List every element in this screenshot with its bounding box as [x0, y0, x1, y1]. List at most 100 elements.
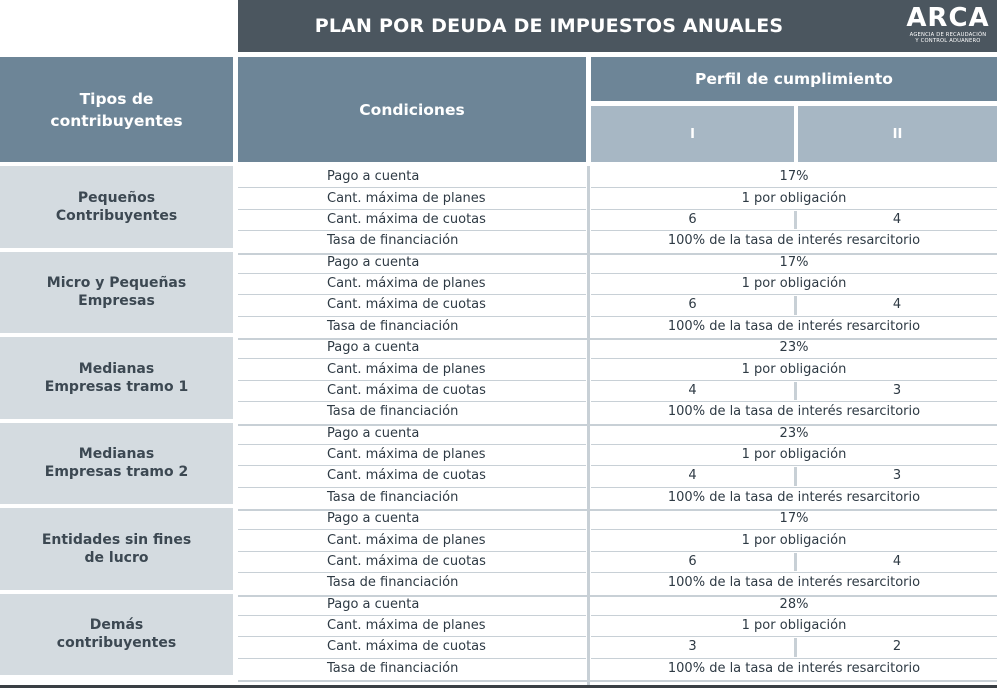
row-divider [591, 550, 997, 552]
header-perfil-I: I [591, 106, 794, 162]
row-divider [238, 550, 586, 552]
condition-label: Pago a cuenta [327, 169, 420, 185]
row-divider [591, 379, 997, 381]
cuotas-perfil-I: 6 [688, 553, 697, 569]
cuotas-perfil-II: 3 [892, 382, 902, 398]
arca-logo: ARCA AGENCIA DE RECAUDACIÓN Y CONTROL AD… [900, 4, 996, 48]
value-tasa: 100% de la tasa de interés resarcitorio [667, 404, 921, 420]
group-label: Medianas Empresas tramo 1 [0, 337, 233, 419]
cuotas-perfil-II: 4 [892, 297, 902, 313]
header-tipos-label: Tipos de contribuyentes [50, 89, 183, 130]
row-divider [591, 486, 997, 488]
value-planes: 1 por obligación [741, 276, 847, 292]
value-pago: 17% [779, 254, 809, 270]
row-divider [591, 230, 997, 232]
cuotas-perfil-II: 3 [892, 468, 902, 484]
condition-label: Pago a cuenta [327, 425, 420, 441]
header-condiciones: Condiciones [238, 57, 586, 162]
condition-label: Cant. máxima de cuotas [327, 382, 486, 398]
row-divider [591, 614, 997, 616]
value-pago: 23% [779, 425, 809, 441]
value-tasa: 100% de la tasa de interés resarcitorio [667, 489, 921, 505]
value-pago: 28% [779, 596, 809, 612]
group-label: Pequeños Contribuyentes [0, 166, 233, 248]
condition-label: Cant. máxima de planes [327, 276, 486, 292]
value-planes: 1 por obligación [741, 532, 847, 548]
header-perfil-cumplimiento: Perfil de cumplimiento [591, 57, 997, 101]
value-pago: 23% [779, 340, 809, 356]
row-divider [591, 187, 997, 189]
group-label: Medianas Empresas tramo 2 [0, 422, 233, 504]
group-label: Micro y Pequeñas Empresas [0, 251, 233, 333]
cuotas-perfil-I: 4 [688, 468, 697, 484]
column-divider [794, 381, 797, 401]
column-divider [794, 210, 797, 230]
cuotas-perfil-II: 4 [892, 553, 902, 569]
condition-label: Tasa de financiación [327, 318, 459, 334]
cuotas-perfil-II: 4 [892, 211, 902, 227]
header-tipos-contribuyentes: Tipos de contribuyentes [0, 57, 233, 162]
column-divider [794, 638, 797, 657]
row-divider [238, 187, 586, 189]
row-divider [238, 465, 586, 467]
condition-label: Cant. máxima de planes [327, 190, 486, 206]
condition-label: Tasa de financiación [327, 404, 459, 420]
group-label: Entidades sin fines de lucro [0, 508, 233, 590]
condition-label: Pago a cuenta [327, 596, 420, 612]
row-divider [238, 529, 586, 531]
row-divider [591, 294, 997, 296]
logo-subtitle-line1: AGENCIA DE RECAUDACIÓN [909, 32, 987, 38]
value-planes: 1 por obligación [741, 190, 847, 206]
row-divider [238, 379, 586, 381]
value-planes: 1 por obligación [741, 447, 847, 463]
condition-label: Cant. máxima de cuotas [327, 553, 486, 569]
condition-label: Tasa de financiación [327, 233, 459, 249]
row-divider [238, 486, 586, 488]
cuotas-perfil-I: 3 [688, 639, 697, 655]
bottom-rule [0, 685, 997, 688]
row-divider [591, 272, 997, 274]
row-divider [238, 572, 586, 574]
row-divider [238, 315, 586, 317]
condition-label: Tasa de financiación [327, 489, 459, 505]
row-divider [238, 443, 586, 445]
row-divider [591, 358, 997, 360]
cuotas-perfil-I: 4 [688, 382, 697, 398]
condition-label: Tasa de financiación [327, 660, 459, 676]
row-divider [591, 315, 997, 317]
value-tasa: 100% de la tasa de interés resarcitorio [667, 233, 921, 249]
row-divider [238, 272, 586, 274]
row-divider [591, 657, 997, 659]
value-tasa: 100% de la tasa de interés resarcitorio [667, 575, 921, 591]
condition-label: Cant. máxima de planes [327, 447, 486, 463]
row-divider [238, 636, 586, 638]
condition-label: Tasa de financiación [327, 575, 459, 591]
condition-label: Cant. máxima de cuotas [327, 468, 486, 484]
value-pago: 17% [779, 511, 809, 527]
column-divider [794, 552, 797, 572]
condition-label: Cant. máxima de planes [327, 532, 486, 548]
row-divider [238, 401, 586, 403]
condition-label: Cant. máxima de planes [327, 361, 486, 377]
cuotas-perfil-I: 6 [688, 211, 697, 227]
group-divider [238, 338, 997, 341]
cuotas-perfil-II: 2 [892, 639, 902, 655]
group-divider [238, 423, 997, 426]
condition-label: Pago a cuenta [327, 511, 420, 527]
row-divider [238, 208, 586, 210]
column-divider [794, 296, 797, 315]
row-divider [591, 465, 997, 467]
row-divider [591, 572, 997, 574]
row-divider [591, 443, 997, 445]
condition-label: Cant. máxima de cuotas [327, 639, 486, 655]
group-divider [238, 594, 997, 597]
row-divider [238, 614, 586, 616]
row-divider [591, 401, 997, 403]
logo-subtitle-line2: Y CONTROL ADUANERO [915, 38, 981, 44]
condition-label: Cant. máxima de planes [327, 618, 486, 634]
column-divider [794, 467, 797, 486]
condition-label: Cant. máxima de cuotas [327, 297, 486, 313]
row-divider [238, 358, 586, 360]
row-divider [238, 657, 586, 659]
value-tasa: 100% de la tasa de interés resarcitorio [667, 318, 921, 334]
